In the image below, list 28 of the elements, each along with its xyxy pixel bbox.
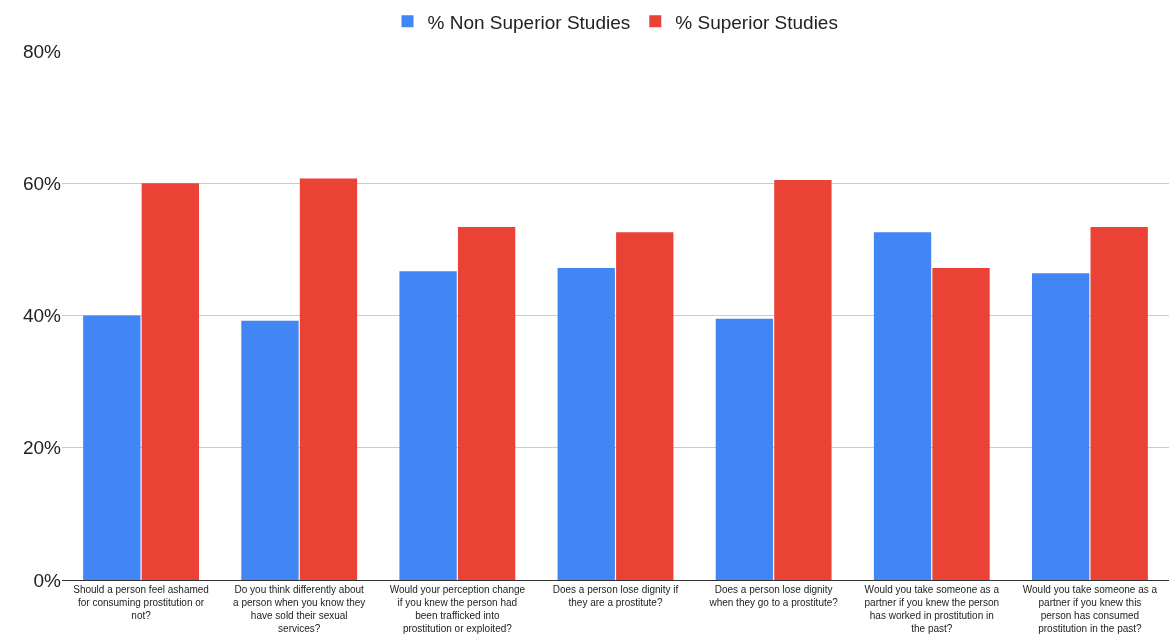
x-tick-label: Does a person lose dignity when they go to a prostitute? [708, 584, 839, 608]
x-tick-label: Do you think differently about a person when you know they have sold their sexual services? [233, 584, 366, 634]
bar [83, 315, 141, 580]
bar [774, 179, 832, 580]
x-tick-label: Would you take someone as a partner if you knew this person has consumed prostitution in the past? [1022, 584, 1158, 634]
x-tick-label: Should a person feel ashamed for consuming prostitution or not? [73, 584, 209, 621]
y-tick-label: 0% [33, 569, 62, 591]
bar [557, 267, 615, 580]
bar [399, 271, 457, 580]
bar [141, 183, 199, 580]
legend-label: % Non Superior Studies [427, 11, 631, 33]
bar [932, 267, 990, 580]
x-tick-label: Would you take someone as a partner if you knew the person has worked in prostitution in the past? [864, 584, 1000, 634]
bar [616, 232, 674, 580]
bar [241, 320, 299, 580]
y-tick-label: 40% [22, 305, 62, 327]
bar [299, 178, 358, 580]
y-tick-label: 80% [22, 40, 62, 62]
x-tick-label: Would your perception change if you knew the person had been trafficked into prostitution or exploited? [389, 584, 526, 634]
bar [1032, 273, 1090, 580]
y-tick-label: 20% [22, 437, 62, 459]
bar [1090, 226, 1148, 580]
legend-label: % Superior Studies [675, 11, 838, 33]
x-tick-label: Does a person lose dignity if they are a prostitute? [552, 584, 679, 608]
bar [457, 226, 516, 580]
bar [715, 318, 774, 580]
y-tick-label: 60% [22, 172, 62, 194]
bar [873, 232, 932, 580]
